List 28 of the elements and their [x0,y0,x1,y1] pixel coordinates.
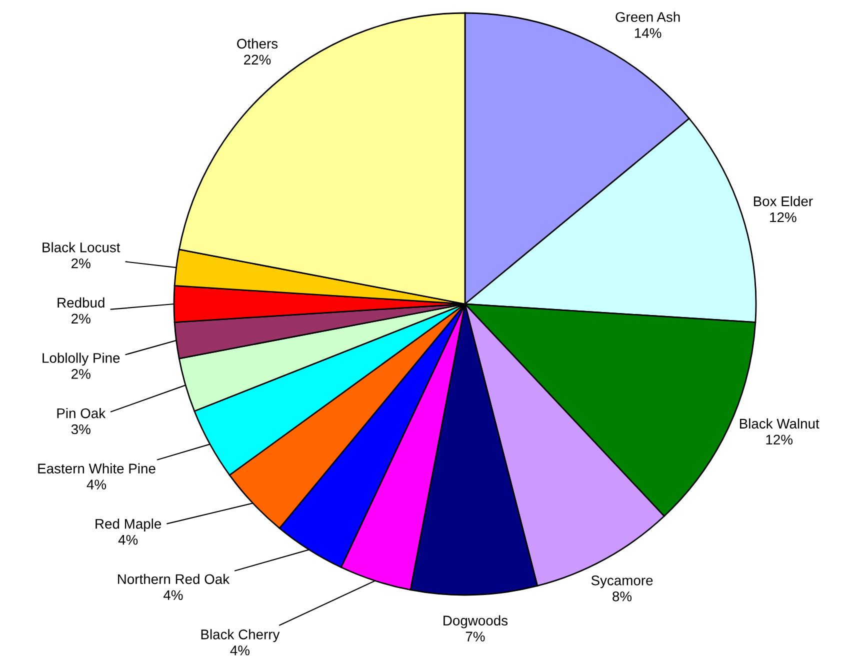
data-label: 14% [634,28,662,38]
data-label: 4% [118,534,138,545]
slice-label: Green Ash [616,12,680,22]
data-label: 12% [766,434,793,445]
slice-label: Eastern White Pine [38,463,156,474]
data-label: 12% [770,212,796,222]
slice-label: Sycamore [591,576,653,588]
data-label: 22% [244,54,271,65]
slice-label: Loblolly Pine [42,352,120,366]
slice-label: Others [237,38,278,49]
slice-label: Black Cherry [201,629,280,642]
data-label: 2% [72,258,90,268]
slice-label: Redbud [58,297,104,308]
data-label: 4% [164,590,183,600]
slice-label: Northern Red Oak [118,574,230,584]
slice-label: Pin Oak [57,408,106,418]
data-label: 8% [612,591,632,602]
slice-label: Black Locust [42,242,120,252]
data-label: 4% [230,646,250,656]
data-label: 2% [72,369,90,379]
slice-label: Dogwoods [444,615,508,628]
data-label: 2% [72,314,90,324]
data-label: 4% [86,480,106,490]
slice-label: Box Elder [754,196,813,206]
slice-label: Red Maple [96,518,162,532]
data-label: 7% [466,632,485,642]
data-label: 3% [71,424,90,434]
slice-label: Black Walnut [740,418,820,429]
